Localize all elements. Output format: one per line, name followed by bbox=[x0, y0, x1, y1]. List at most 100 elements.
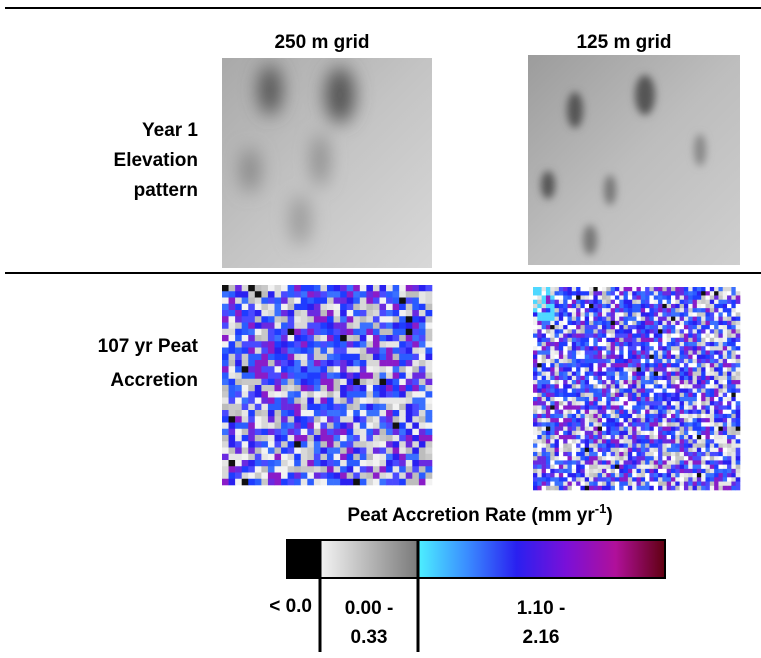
map-cell bbox=[353, 391, 360, 398]
map-cell bbox=[294, 285, 301, 292]
map-cell bbox=[671, 380, 676, 385]
map-cell bbox=[393, 341, 400, 348]
map-cell bbox=[386, 460, 393, 467]
map-cell bbox=[606, 312, 611, 317]
map-cell bbox=[334, 341, 341, 348]
map-cell bbox=[347, 429, 354, 436]
map-cell bbox=[606, 486, 611, 491]
map-cell bbox=[718, 350, 723, 355]
map-cell bbox=[662, 367, 667, 372]
map-cell bbox=[340, 448, 347, 455]
map-cell bbox=[559, 460, 564, 465]
map-cell bbox=[288, 454, 295, 461]
map-cell bbox=[559, 287, 564, 292]
map-cell bbox=[619, 435, 624, 440]
map-cell bbox=[632, 418, 637, 423]
map-cell bbox=[693, 304, 698, 309]
map-cell bbox=[419, 441, 426, 448]
map-cell bbox=[275, 398, 282, 405]
map-cell bbox=[568, 389, 573, 394]
map-cell bbox=[645, 338, 650, 343]
map-cell bbox=[563, 486, 568, 491]
map-cell bbox=[632, 389, 637, 394]
map-cell bbox=[275, 423, 282, 430]
map-cell bbox=[386, 341, 393, 348]
map-cell bbox=[373, 416, 380, 423]
map-cell bbox=[546, 291, 551, 296]
map-cell bbox=[684, 384, 689, 389]
map-cell bbox=[632, 460, 637, 465]
map-cell bbox=[334, 285, 341, 292]
map-cell bbox=[684, 460, 689, 465]
map-cell bbox=[235, 323, 242, 330]
map-cell bbox=[671, 401, 676, 406]
map-cell bbox=[593, 439, 598, 444]
row-label: Accretion bbox=[110, 370, 198, 391]
map-cell bbox=[684, 372, 689, 377]
map-cell bbox=[680, 422, 685, 427]
map-cell bbox=[680, 393, 685, 398]
map-cell bbox=[261, 366, 268, 373]
map-cell bbox=[701, 482, 706, 487]
map-cell bbox=[649, 427, 654, 432]
map-cell bbox=[255, 285, 262, 292]
map-cell bbox=[386, 398, 393, 405]
map-cell bbox=[615, 342, 620, 347]
map-cell bbox=[688, 460, 693, 465]
map-cell bbox=[550, 359, 555, 364]
row-label: Year 1 bbox=[142, 120, 198, 141]
map-cell bbox=[248, 354, 255, 361]
map-cell bbox=[559, 367, 564, 372]
map-cell bbox=[654, 482, 659, 487]
map-cell bbox=[294, 335, 301, 342]
map-cell bbox=[684, 422, 689, 427]
map-cell bbox=[589, 452, 594, 457]
map-cell bbox=[654, 295, 659, 300]
map-cell bbox=[619, 355, 624, 360]
map-cell bbox=[307, 285, 314, 292]
map-cell bbox=[701, 448, 706, 453]
map-cell bbox=[572, 414, 577, 419]
map-cell bbox=[675, 321, 680, 326]
map-cell bbox=[229, 285, 236, 292]
map-cell bbox=[255, 304, 262, 311]
map-cell bbox=[580, 473, 585, 478]
map-cell bbox=[568, 363, 573, 368]
map-cell bbox=[697, 401, 702, 406]
map-cell bbox=[546, 295, 551, 300]
map-cell bbox=[598, 443, 603, 448]
map-cell bbox=[667, 401, 672, 406]
map-cell bbox=[611, 329, 616, 334]
map-cell bbox=[255, 348, 262, 355]
map-cell bbox=[555, 300, 560, 305]
map-cell bbox=[380, 398, 387, 405]
map-cell bbox=[667, 312, 672, 317]
map-cell bbox=[710, 317, 715, 322]
map-cell bbox=[366, 479, 373, 486]
map-cell bbox=[412, 404, 419, 411]
map-cell bbox=[706, 486, 711, 491]
map-cell bbox=[242, 379, 249, 386]
map-cell bbox=[288, 410, 295, 417]
map-cell bbox=[307, 379, 314, 386]
map-cell bbox=[568, 338, 573, 343]
map-cell bbox=[619, 363, 624, 368]
map-cell bbox=[688, 405, 693, 410]
map-cell bbox=[615, 431, 620, 436]
map-cell bbox=[680, 372, 685, 377]
map-cell bbox=[589, 300, 594, 305]
map-cell bbox=[576, 414, 581, 419]
map-cell bbox=[537, 448, 542, 453]
map-cell bbox=[386, 373, 393, 380]
map-cell bbox=[563, 465, 568, 470]
map-cell bbox=[327, 323, 334, 330]
map-cell bbox=[281, 473, 288, 480]
map-cell bbox=[268, 454, 275, 461]
map-cell bbox=[542, 346, 547, 351]
map-cell bbox=[229, 479, 236, 486]
map-cell bbox=[261, 466, 268, 473]
map-cell bbox=[542, 486, 547, 491]
map-cell bbox=[334, 435, 341, 442]
map-cell bbox=[624, 393, 629, 398]
map-cell bbox=[658, 346, 663, 351]
